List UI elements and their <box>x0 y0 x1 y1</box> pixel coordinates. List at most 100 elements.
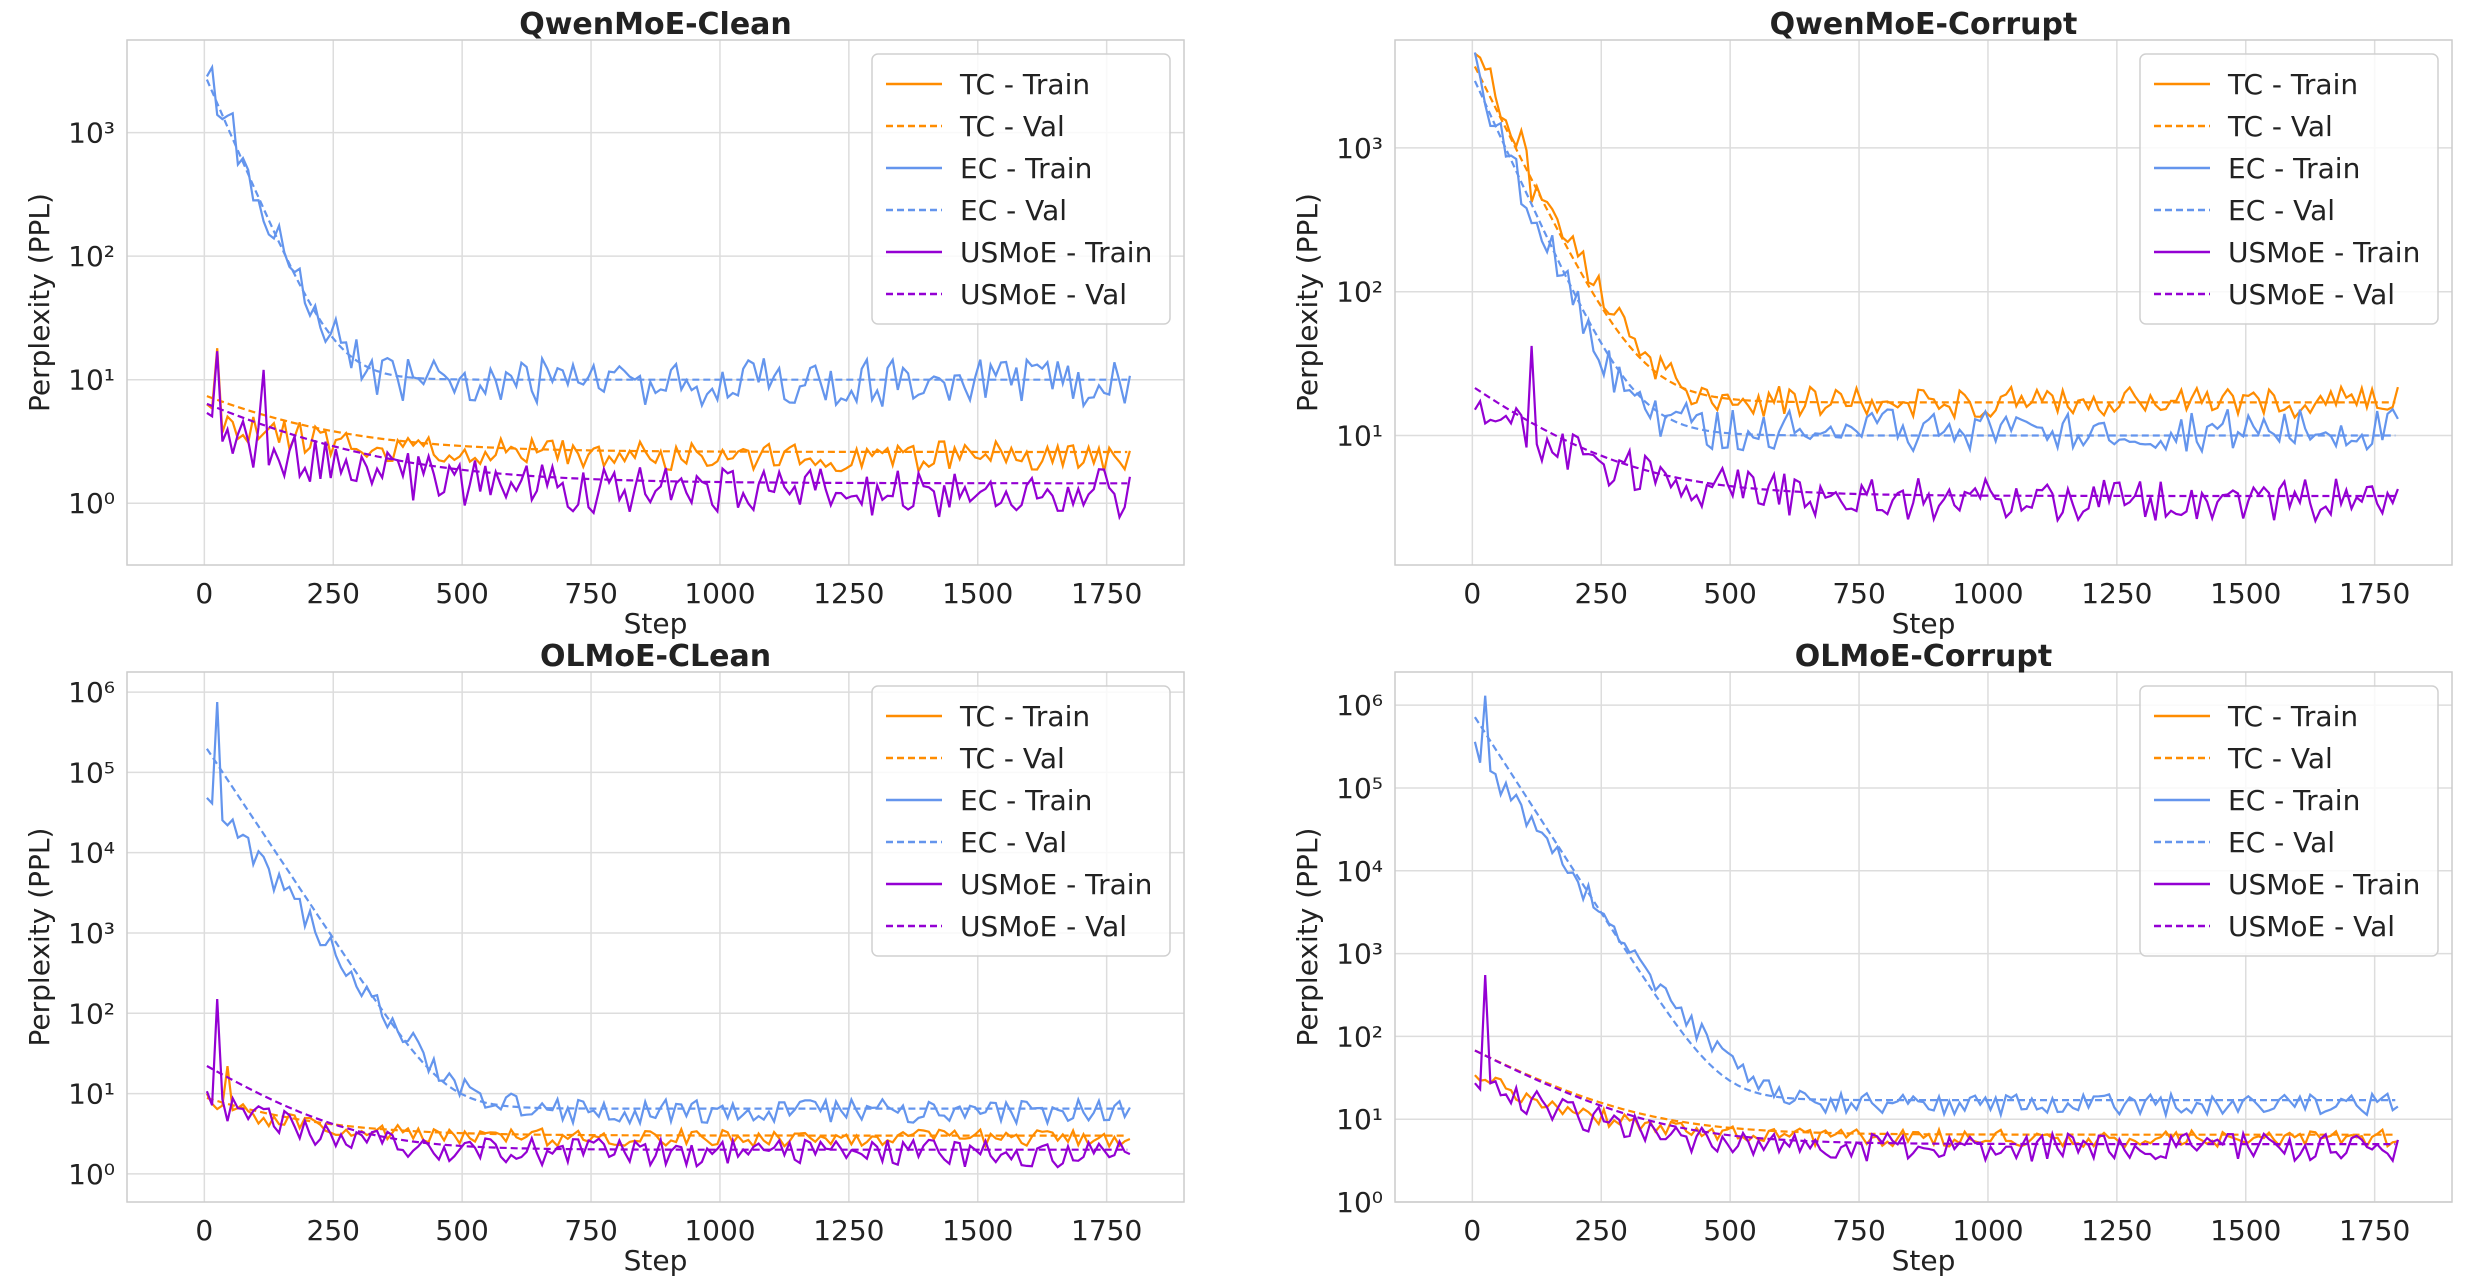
y-tick-label: 10⁴ <box>68 837 115 870</box>
series-line-tc-train <box>1474 1074 2399 1150</box>
x-tick-label: 1000 <box>684 577 755 610</box>
plot-frame <box>1394 39 2453 566</box>
y-tick-label: 10² <box>68 240 115 273</box>
series-line-tc-val <box>206 395 1128 454</box>
x-axis-label: Step <box>624 1244 688 1277</box>
legend-entry: EC - Train <box>2228 784 2360 817</box>
x-tick-label: 1750 <box>1071 577 1142 610</box>
chart-title: QwenMoE-Clean <box>519 7 792 42</box>
plot-frame <box>126 671 1185 1203</box>
y-tick-label: 10² <box>68 997 115 1030</box>
y-axis-label: Perplexity (PPL) <box>23 828 56 1047</box>
legend-entry: USMoE - Val <box>960 278 1127 311</box>
legend-entry: EC - Val <box>2228 826 2335 859</box>
y-tick-label: 10¹ <box>68 364 115 397</box>
series-line-ec-val <box>1473 80 2396 437</box>
series-line-tc-train <box>1474 52 2399 421</box>
x-tick-label: 1500 <box>2210 1214 2281 1247</box>
legend-entry: EC - Train <box>2228 152 2360 185</box>
x-tick-label: 500 <box>1703 1214 1756 1247</box>
x-tick-label: 0 <box>195 577 213 610</box>
series-group <box>205 63 1131 521</box>
y-tick-label: 10⁵ <box>68 756 115 789</box>
legend-entry: EC - Train <box>960 784 1092 817</box>
panel-olmoe-corrupt: 0 250 500 750 1000 1250 1500 1750 10⁰ 10¹ 10² 10³ 10… <box>1291 639 2453 1277</box>
x-tick-label: 500 <box>435 577 488 610</box>
x-tick-label: 250 <box>1575 577 1628 610</box>
series-line-usmoe-val <box>206 1065 1128 1151</box>
legend-entry: EC - Val <box>960 194 1067 227</box>
legend-entry: EC - Val <box>960 826 1067 859</box>
x-tick-label: 250 <box>1575 1214 1628 1247</box>
x-tick-label: 1750 <box>2339 1214 2410 1247</box>
x-tick-label: 750 <box>1832 577 1885 610</box>
legend-entry: USMoE - Train <box>960 868 1152 901</box>
y-tick-label: 10⁰ <box>68 487 115 520</box>
y-tick-label: 10⁵ <box>1336 772 1383 805</box>
series-line-tc-val <box>206 1096 1128 1137</box>
chart-title: OLMoE-CLean <box>540 639 771 674</box>
y-tick-label: 10³ <box>68 117 115 150</box>
x-tick-label: 1000 <box>1952 577 2023 610</box>
x-tick-label: 1250 <box>813 577 884 610</box>
x-tick-label: 0 <box>1463 577 1481 610</box>
x-tick-label: 1500 <box>942 577 1013 610</box>
x-tick-label: 0 <box>1463 1214 1481 1247</box>
series-line-tc-val <box>1473 66 2396 404</box>
series-line-tc-val <box>1474 1049 2396 1136</box>
x-tick-label: 750 <box>564 577 617 610</box>
x-axis-label: Step <box>1892 607 1956 640</box>
x-axis-label: Step <box>624 607 688 640</box>
legend-entry: TC - Train <box>2227 700 2358 733</box>
y-tick-label: 10¹ <box>68 1078 115 1111</box>
legend-entry: TC - Val <box>959 110 1065 143</box>
x-tick-label: 0 <box>195 1214 213 1247</box>
series-group <box>205 702 1131 1169</box>
legend-entry: USMoE - Val <box>2228 278 2395 311</box>
series-line-usmoe-val <box>1474 387 2396 498</box>
series-line-tc-train <box>206 348 1131 475</box>
x-tick-label: 1250 <box>2081 1214 2152 1247</box>
x-tick-label: 250 <box>307 1214 360 1247</box>
y-axis-label: Perplexity (PPL) <box>23 193 56 412</box>
series-line-ec-val <box>205 79 1128 381</box>
legend-entry: TC - Train <box>959 68 1090 101</box>
series-group <box>1473 695 2399 1164</box>
x-tick-label: 750 <box>564 1214 617 1247</box>
legend-entry: USMoE - Val <box>960 910 1127 943</box>
x-tick-label: 250 <box>307 577 360 610</box>
y-tick-label: 10⁴ <box>1336 855 1383 888</box>
y-tick-label: 10⁶ <box>68 676 115 709</box>
y-tick-label: 10⁰ <box>68 1158 115 1191</box>
legend-entry: USMoE - Train <box>960 236 1152 269</box>
series-line-ec-train <box>1473 52 2399 455</box>
y-tick-label: 10³ <box>1336 938 1383 971</box>
y-tick-label: 10³ <box>1336 132 1383 165</box>
legend-box <box>871 685 1171 957</box>
legend-entry: TC - Train <box>959 700 1090 733</box>
x-tick-label: 1250 <box>813 1214 884 1247</box>
series-line-ec-val <box>205 748 1128 1110</box>
chart-title: QwenMoE-Corrupt <box>1770 7 2078 42</box>
y-tick-label: 10³ <box>68 917 115 950</box>
y-tick-label: 10⁶ <box>1336 689 1383 722</box>
series-line-usmoe-val <box>1474 1049 2396 1146</box>
panel-qwenmoe-corrupt: 0 250 500 750 1000 1250 1500 1750 10¹ 10² 10³ QwenM… <box>1291 7 2453 640</box>
x-tick-label: 500 <box>435 1214 488 1247</box>
y-tick-label: 10¹ <box>1336 420 1383 453</box>
x-tick-label: 1250 <box>2081 577 2152 610</box>
series-line-usmoe-val <box>206 402 1128 485</box>
series-line-usmoe-train <box>1473 345 2399 524</box>
y-tick-label: 10¹ <box>1336 1103 1383 1136</box>
plot-frame <box>126 39 1185 566</box>
series-line-usmoe-train <box>206 351 1131 521</box>
legend-box <box>2139 53 2439 325</box>
legend-entry: TC - Val <box>2227 110 2333 143</box>
x-tick-label: 1500 <box>942 1214 1013 1247</box>
x-tick-label: 1750 <box>2339 577 2410 610</box>
x-axis-label: Step <box>1892 1244 1956 1277</box>
y-axis-label: Perplexity (PPL) <box>1291 828 1324 1047</box>
x-tick-label: 1500 <box>2210 577 2281 610</box>
legend-entry: USMoE - Train <box>2228 868 2420 901</box>
